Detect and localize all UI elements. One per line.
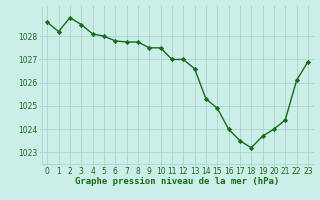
X-axis label: Graphe pression niveau de la mer (hPa): Graphe pression niveau de la mer (hPa) [76,177,280,186]
